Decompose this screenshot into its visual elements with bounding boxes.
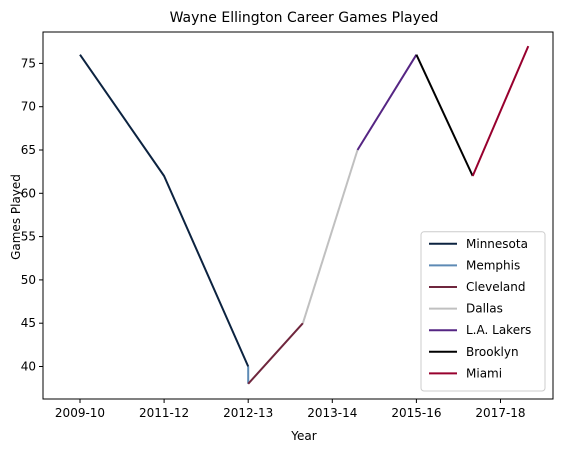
legend-label-brooklyn: Brooklyn — [466, 345, 519, 359]
plot-area: 40 45 50 55 60 65 70 75 2009-10 2011-12 2012-13 201… — [21, 31, 554, 420]
x-tick-label-1: 2011-12 — [139, 406, 189, 420]
y-tick-label-50: 50 — [21, 273, 36, 287]
y-tick-label-45: 45 — [21, 316, 36, 330]
x-tick-label-5: 2017-18 — [475, 406, 525, 420]
legend-label-memphis: Memphis — [466, 258, 520, 272]
legend-label-minnesota: Minnesota — [466, 237, 528, 251]
legend-label-miami: Miami — [466, 366, 502, 380]
y-tick-label-60: 60 — [21, 186, 36, 200]
series-line-dallas — [301, 149, 359, 324]
chart-title: Wayne Ellington Career Games Played — [170, 10, 439, 26]
y-tick-label-75: 75 — [21, 56, 36, 70]
x-tick-label-0: 2009-10 — [55, 406, 105, 420]
x-tick-label-2: 2012-13 — [223, 406, 273, 420]
series-line-l-a-lakers — [356, 54, 418, 151]
y-tick-label-65: 65 — [21, 143, 36, 157]
legend: Minnesota Memphis Cleveland Dallas L.A. Lake… — [420, 231, 546, 392]
y-tick-label-70: 70 — [21, 100, 36, 114]
legend-label-cleveland: Cleveland — [466, 280, 526, 294]
legend-label-dallas: Dallas — [466, 302, 503, 316]
x-axis-label: Year — [290, 429, 316, 443]
y-tick-label-55: 55 — [21, 230, 36, 244]
plot-frame — [42, 31, 554, 400]
series-line-minnesota — [79, 54, 250, 367]
series-line-cleveland — [247, 322, 304, 385]
x-tick-label-3: 2013-14 — [307, 406, 357, 420]
y-tick-label-40: 40 — [21, 360, 36, 374]
series-line-brooklyn — [415, 54, 474, 177]
series-line-miami — [471, 45, 530, 177]
legend-label-l-a-lakers: L.A. Lakers — [466, 323, 531, 337]
x-tick-label-4: 2015-16 — [391, 406, 441, 420]
y-axis-label: Games Played — [9, 174, 23, 260]
